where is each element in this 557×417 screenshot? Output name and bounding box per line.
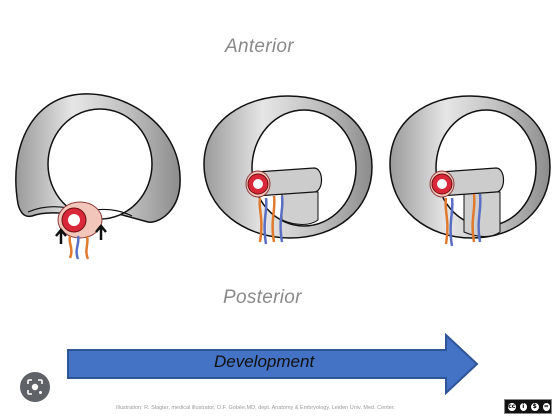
vessel-blue [75,235,80,260]
development-label: Development [214,352,315,371]
vessel-orange [68,235,73,259]
ring-opening [251,109,357,227]
ring-opening [47,108,153,220]
posterior-label: Posterior [223,287,302,308]
arrow-up-right-icon [95,224,107,240]
gut-tube [255,167,323,197]
stage-1-illustration [15,93,181,260]
arrow-up-left-icon [55,228,67,244]
cc-license-badge[interactable]: cc i $ = [504,399,552,414]
vessel-blue [263,197,268,245]
lens-search-icon [27,379,43,395]
vessel-orange [444,197,449,245]
cc-icon: cc [507,401,517,412]
attribution-icon: i [518,401,528,412]
vessel-orange [258,197,263,243]
noderivatives-icon: = [541,401,551,412]
vessel-blue [449,197,454,247]
illustration-credit: Illustration: R. Slagter, medical illust… [116,405,395,411]
gut-tube [439,167,505,197]
anterior-label: Anterior [225,36,294,57]
noncommercial-icon: $ [530,401,540,412]
lens-search-button[interactable] [20,372,50,402]
stage-3-illustration [389,95,551,247]
development-arrow [67,333,479,395]
stage-2-illustration [203,95,373,245]
